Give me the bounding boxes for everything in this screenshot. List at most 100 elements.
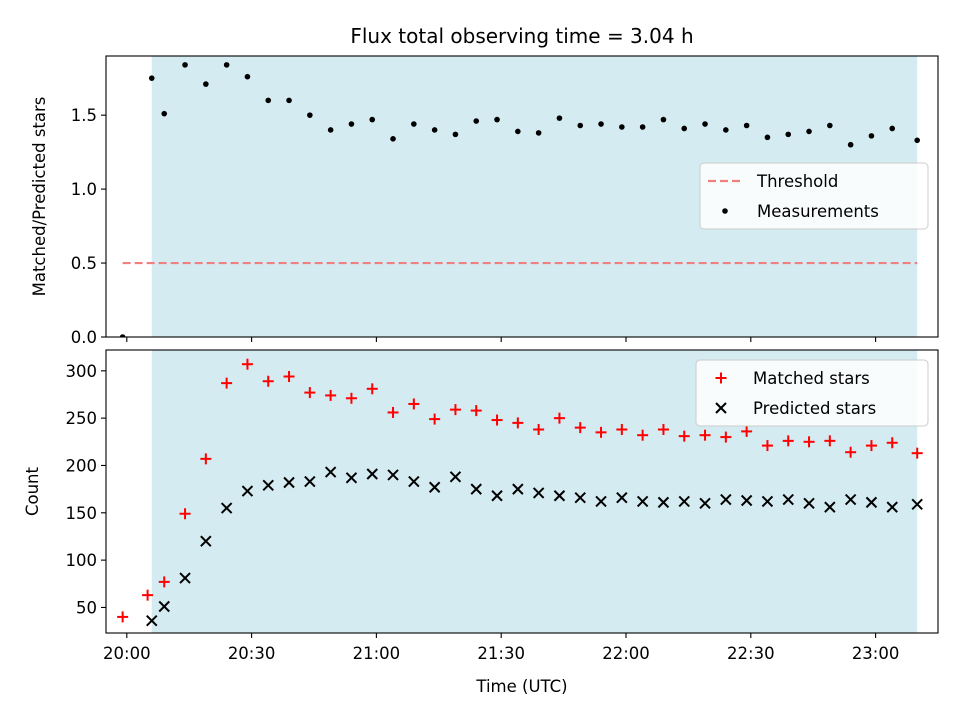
x-tick-label: 23:00 [852, 644, 900, 663]
measurement-point [369, 116, 376, 123]
legend: Threshold Measurements [699, 162, 929, 230]
predicted-star-point [886, 501, 898, 513]
predicted-star-point [865, 496, 878, 509]
y-tick-label: 100 [66, 551, 98, 570]
matched-star-point [241, 358, 253, 370]
matched-star-point [533, 424, 545, 436]
measurement-point [452, 131, 459, 138]
series-matched-stars [117, 358, 923, 623]
measurement-point [244, 73, 251, 80]
x-axis-label: Time (UTC) [475, 677, 567, 696]
measurement-point [494, 116, 500, 123]
y-tick-label: 0.5 [71, 254, 97, 273]
predicted-star-point [574, 491, 586, 504]
legend-label: Predicted stars [753, 399, 876, 418]
matched-star-point [142, 589, 154, 601]
measurement-point [914, 137, 920, 144]
measurement-point [411, 121, 417, 127]
predicted-star-point [146, 614, 158, 627]
measurement-point [764, 134, 771, 141]
measurement-point [161, 110, 168, 117]
matched-star-point [595, 426, 607, 438]
measurement-point [203, 81, 209, 87]
measurement-point [556, 115, 563, 121]
matched-star-point [470, 405, 482, 417]
matched-star-point [741, 425, 753, 437]
series-measurements [119, 62, 920, 337]
measurement-point [286, 97, 292, 104]
predicted-star-point [553, 490, 566, 502]
y-tick-label: 1.5 [71, 106, 97, 125]
measurement-point [847, 141, 854, 148]
predicted-star-point [491, 490, 503, 502]
matched-star-point [678, 430, 690, 442]
measurement-point [473, 118, 480, 124]
predicted-star-point [911, 498, 923, 510]
top-panel: 0.0 0.5 1.0 1.5 Matched/Predicted stars Thres… [30, 55, 939, 347]
predicted-star-point [595, 495, 607, 508]
measurement-point [327, 127, 334, 133]
predicted-star-point [844, 493, 857, 506]
measurement-point [223, 62, 230, 68]
matched-star-point [865, 440, 877, 452]
measurement-point [827, 122, 833, 129]
matched-star-point [824, 435, 836, 447]
measurement-point [348, 121, 355, 127]
matched-star-point [221, 377, 233, 389]
x-tick-label: 20:00 [103, 644, 151, 663]
predicted-star-point [428, 481, 441, 493]
measurement-point [515, 128, 521, 135]
matched-star-point [720, 431, 732, 443]
y-tick-label: 1.0 [71, 180, 97, 199]
legend-box [695, 359, 929, 427]
measurement-point [868, 133, 875, 139]
y-axis-label: Matched/Predicted stars [30, 97, 49, 297]
chart-title: Flux total observing time = 3.04 h [350, 24, 693, 48]
measurement-point [265, 97, 272, 104]
x-tick-label: 21:30 [477, 644, 525, 663]
measurement-point [743, 122, 750, 129]
y-tick-label: 300 [66, 362, 98, 381]
measurement-point [431, 127, 438, 133]
matched-star-point [179, 508, 191, 520]
matched-star-point [911, 447, 923, 459]
predicted-star-point [158, 600, 170, 613]
y-axis-label: Count [23, 466, 42, 516]
matched-star-point [408, 398, 420, 410]
predicted-star-point [678, 495, 690, 508]
predicted-star-point [761, 495, 774, 508]
matched-star-point [325, 389, 337, 401]
predicted-star-point [449, 471, 462, 483]
predicted-star-point [262, 479, 274, 492]
legend-entry: Threshold [708, 172, 838, 191]
legend-label: Measurements [757, 202, 879, 221]
legend-entry: Measurements [722, 202, 879, 221]
measurement-point [806, 128, 812, 135]
x-tick-label: 21:00 [353, 644, 401, 663]
predicted-star-point [345, 472, 358, 484]
predicted-star-point [200, 535, 212, 547]
measurement-point [119, 334, 126, 337]
measurement-point [619, 124, 625, 130]
predicted-star-point [720, 493, 732, 506]
predicted-star-point [512, 483, 524, 495]
matched-star-point [158, 576, 170, 588]
matched-star-point [512, 417, 524, 429]
bottom-panel: 50 100 150 200 250 300 20:00 20:30 21:00 21:30 22:… [23, 349, 939, 663]
matched-star-point [845, 446, 857, 458]
matched-star-point [345, 392, 357, 404]
predicted-star-point [782, 493, 794, 506]
predicted-star-point [740, 494, 753, 507]
legend: Matched stars Predicted stars [695, 359, 929, 427]
axes-frame [105, 349, 939, 634]
predicted-star-point [408, 475, 420, 488]
matched-star-point [200, 453, 212, 465]
predicted-star-point [470, 483, 482, 495]
predicted-star-point [366, 468, 378, 480]
y-tick-label: 200 [66, 456, 98, 475]
predicted-star-point [220, 502, 233, 514]
predicted-star-point [241, 485, 254, 497]
matched-star-point [637, 429, 649, 441]
predicted-star-point [657, 496, 670, 509]
